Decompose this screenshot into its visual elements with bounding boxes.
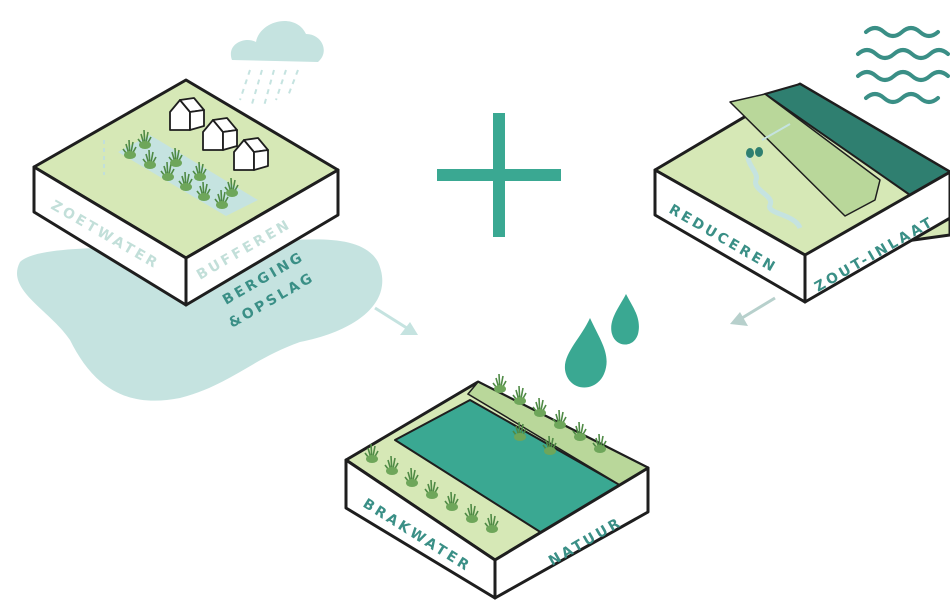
arrow-icon: [730, 296, 776, 326]
cloud-rain-icon: [230, 20, 324, 107]
plus-icon: [437, 113, 561, 237]
water-puddle: [16, 239, 383, 401]
brackish-block: [344, 373, 650, 600]
droplets-icon: [564, 294, 639, 388]
freshwater-block: [32, 78, 340, 307]
salt-block: [653, 82, 950, 304]
waves-icon: [856, 26, 950, 104]
arrow-icon: [374, 306, 418, 335]
